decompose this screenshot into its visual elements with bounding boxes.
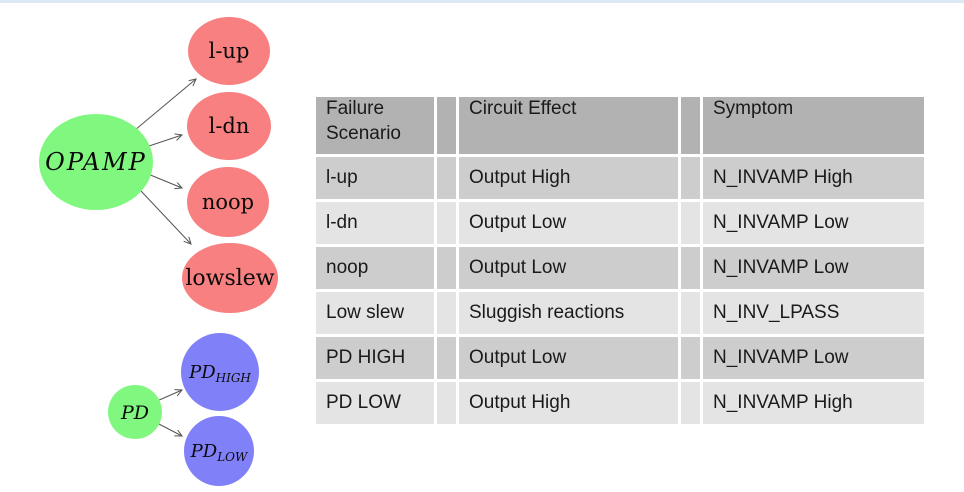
pdlow-label-base: PD (190, 441, 218, 462)
pd-label: PD (120, 402, 149, 424)
pdlow-circle (184, 416, 254, 486)
window-top-edge (0, 0, 964, 3)
table-header-row: Failure Scenario Circuit Effect Symptom (316, 97, 924, 154)
pd-node: PD (108, 385, 162, 439)
cell-spacer (437, 202, 456, 244)
opamp-label: OPAMP (45, 148, 147, 176)
opamp-tree-edges (134, 79, 196, 244)
header-symptom: Symptom (703, 97, 924, 154)
pdhigh-label-base: PD (188, 362, 216, 383)
cell-effect: Sluggish reactions (459, 292, 678, 334)
cell-symptom: N_INVAMP High (703, 382, 924, 424)
edge-opamp-lup (134, 79, 196, 131)
edge-pd-pdlow (156, 422, 182, 436)
noop-label: noop (202, 190, 254, 214)
cell-spacer (681, 337, 700, 379)
cell-spacer (437, 337, 456, 379)
cell-effect: Output Low (459, 247, 678, 289)
header-spacer (681, 97, 700, 154)
pdhigh-node: PDHIGH (181, 333, 259, 411)
cell-effect: Output Low (459, 202, 678, 244)
table-row: noop Output Low N_INVAMP Low (316, 247, 924, 289)
cell-symptom: N_INVAMP Low (703, 247, 924, 289)
lowslew-node: lowslew (182, 243, 278, 313)
cell-symptom: N_INVAMP Low (703, 202, 924, 244)
failure-scenario-table: Failure Scenario Circuit Effect Symptom … (313, 94, 927, 427)
cell-spacer (681, 292, 700, 334)
noop-ellipse (187, 167, 269, 237)
cell-spacer (437, 382, 456, 424)
ldn-ellipse (187, 92, 271, 160)
pd-tree-edges (156, 390, 182, 436)
pdhigh-label: PDHIGH (188, 362, 251, 385)
lowslew-label: lowslew (185, 266, 274, 291)
table-row: l-dn Output Low N_INVAMP Low (316, 202, 924, 244)
edge-opamp-noop (147, 173, 182, 188)
cell-spacer (681, 247, 700, 289)
ldn-node: l-dn (187, 92, 271, 160)
table-row: l-up Output High N_INVAMP High (316, 157, 924, 199)
cell-symptom: N_INVAMP Low (703, 337, 924, 379)
lup-node: l-up (188, 17, 270, 85)
header-circuit-effect: Circuit Effect (459, 97, 678, 154)
cell-spacer (437, 157, 456, 199)
cell-effect: Output High (459, 157, 678, 199)
table-row: PD LOW Output High N_INVAMP High (316, 382, 924, 424)
opamp-node: OPAMP (39, 114, 153, 210)
pdlow-label-subscript: LOW (216, 450, 249, 464)
pdlow-label: PDLOW (190, 441, 249, 464)
noop-node: noop (187, 167, 269, 237)
pd-circle (108, 385, 162, 439)
opamp-ellipse (39, 114, 153, 210)
cell-scenario: l-dn (316, 202, 434, 244)
pdhigh-circle (181, 333, 259, 411)
cell-effect: Output High (459, 382, 678, 424)
cell-spacer (437, 292, 456, 334)
cell-symptom: N_INVAMP High (703, 157, 924, 199)
cell-spacer (681, 157, 700, 199)
lowslew-ellipse (182, 243, 278, 313)
edge-opamp-lowslew (140, 190, 191, 244)
pdhigh-label-subscript: HIGH (215, 371, 252, 385)
cell-symptom: N_INV_LPASS (703, 292, 924, 334)
edge-pd-pdhigh (156, 390, 182, 402)
table-row: PD HIGH Output Low N_INVAMP Low (316, 337, 924, 379)
cell-spacer (681, 202, 700, 244)
lup-label: l-up (209, 39, 250, 63)
cell-scenario: PD LOW (316, 382, 434, 424)
ldn-label: l-dn (209, 114, 250, 138)
cell-spacer (681, 382, 700, 424)
cell-scenario: noop (316, 247, 434, 289)
pdlow-node: PDLOW (184, 416, 254, 486)
lup-ellipse (188, 17, 270, 85)
cell-effect: Output Low (459, 337, 678, 379)
fault-tree-diagram: OPAMP l-up l-dn noop lowslew PD (39, 17, 278, 486)
header-failure-scenario: Failure Scenario (316, 97, 434, 154)
cell-scenario: l-up (316, 157, 434, 199)
table-row: Low slew Sluggish reactions N_INV_LPASS (316, 292, 924, 334)
header-spacer (437, 97, 456, 154)
cell-spacer (437, 247, 456, 289)
cell-scenario: Low slew (316, 292, 434, 334)
edge-opamp-ldn (145, 135, 182, 148)
cell-scenario: PD HIGH (316, 337, 434, 379)
